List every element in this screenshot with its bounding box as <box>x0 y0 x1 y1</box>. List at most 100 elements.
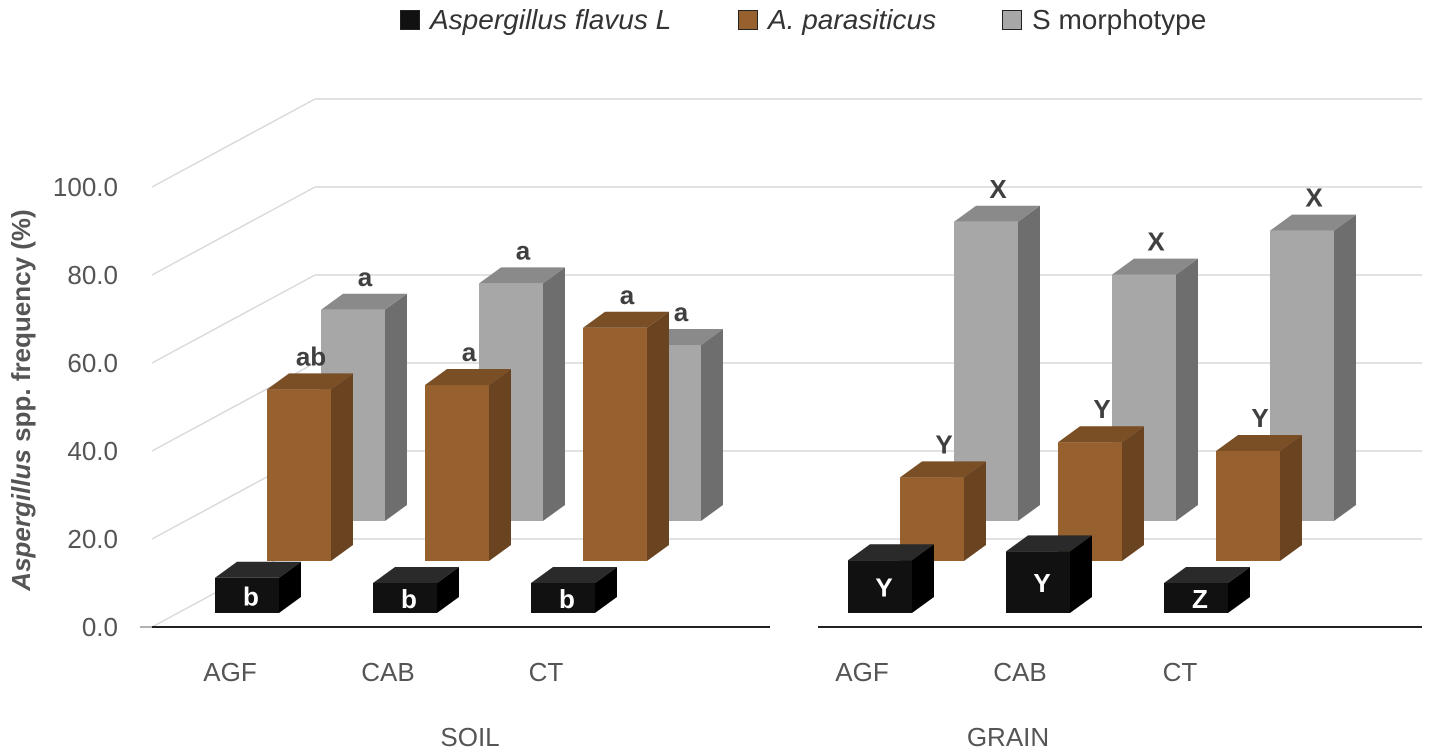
bar-soil-ct-flavus-side <box>595 567 617 613</box>
bar-grain-ct-flavus-front <box>1164 583 1228 613</box>
y-axis-label-rest: spp. frequency (%) <box>6 209 36 449</box>
legend-item-parasiticus: A. parasiticus <box>738 4 936 36</box>
bar-soil-cab-smorph-side <box>543 267 565 521</box>
data-label: a <box>674 297 689 327</box>
legend-swatch-flavus <box>400 10 420 30</box>
gridline-diagonal <box>151 186 316 276</box>
bar-soil-cab-flavus-front <box>373 583 437 613</box>
bar-soil-agf-smorph-side <box>385 293 407 521</box>
y-axis-label: Aspergillus spp. frequency (%) <box>6 209 36 591</box>
legend-item-smorph: S morphotype <box>1002 4 1206 36</box>
x-tick-label: AGF <box>835 657 888 687</box>
y-tick-label: 40.0 <box>67 436 118 466</box>
bar-soil-agf-flavus <box>215 561 301 613</box>
legend-swatch-smorph <box>1002 10 1022 30</box>
bar-soil-ct-flavus-top <box>531 567 617 583</box>
bar-soil-ct-parasiticus-front <box>583 327 647 561</box>
bar-soil-ct-parasiticus-side <box>647 311 669 561</box>
bar-soil-cab-parasiticus-front <box>425 385 489 561</box>
y-tick-label: 20.0 <box>67 524 118 554</box>
data-label: X <box>1305 183 1323 213</box>
data-label: a <box>516 235 531 265</box>
bar-soil-cab-flavus-top <box>373 567 459 583</box>
legend-label-flavus: Aspergillus flavus L <box>430 4 672 35</box>
bar-grain-ct-flavus <box>1164 567 1250 613</box>
x-tick-label: CAB <box>993 657 1046 687</box>
bar-soil-cab-parasiticus-top <box>425 369 511 385</box>
data-label: Y <box>1033 568 1050 598</box>
y-tick-label: 80.0 <box>67 260 118 290</box>
data-label: Y <box>875 573 892 603</box>
bar-grain-ct-parasiticus-front <box>1216 451 1280 561</box>
data-label: a <box>462 337 477 367</box>
bar-grain-agf-flavus-top <box>848 544 934 561</box>
data-label: b <box>243 581 259 611</box>
y-tick-label: 0.0 <box>82 612 118 642</box>
bar-soil-ct-parasiticus <box>583 311 669 561</box>
bar-soil-cab-parasiticus <box>425 369 511 561</box>
data-label: a <box>620 280 635 310</box>
bar-grain-ct-smorph-side <box>1334 214 1356 521</box>
gridline-diagonal <box>151 98 316 188</box>
bar-grain-ct-flavus-side <box>1228 567 1250 613</box>
bar-grain-cab-flavus-side <box>1070 535 1092 613</box>
bar-soil-ct-parasiticus-top <box>583 311 669 328</box>
data-label: Y <box>935 429 952 459</box>
x-tick-label: CAB <box>361 657 414 687</box>
bar-soil-cab-flavus-side <box>437 567 459 613</box>
bar-grain-ct-parasiticus <box>1216 435 1302 561</box>
bar-grain-agf-smorph-top <box>954 205 1040 222</box>
x-tick-label: AGF <box>203 657 256 687</box>
legend-label-smorph: S morphotype <box>1032 4 1207 35</box>
bar-grain-agf-flavus-side <box>912 544 934 613</box>
data-label: Y <box>1251 403 1268 433</box>
legend: Aspergillus flavus L A. parasiticus S mo… <box>0 0 1430 40</box>
bar-grain-cab-smorph-side <box>1176 258 1198 521</box>
y-axis-label-genus: Aspergillus <box>6 449 36 592</box>
bar-soil-agf-parasiticus <box>267 373 353 561</box>
data-label: X <box>1147 227 1165 257</box>
bar-grain-agf-parasiticus-side <box>964 461 986 561</box>
legend-item-flavus: Aspergillus flavus L <box>400 4 671 36</box>
bar-soil-cab-smorph-top <box>479 267 565 284</box>
group-label: SOIL <box>440 722 499 752</box>
bar-grain-agf-flavus <box>848 544 934 613</box>
data-label: ab <box>296 341 326 371</box>
bar-grain-ct-smorph <box>1270 214 1356 521</box>
x-tick-label: CT <box>1163 657 1198 687</box>
bar-soil-cab-flavus <box>373 567 459 613</box>
bar-grain-cab-smorph-top <box>1112 258 1198 275</box>
x-tick-label: CT <box>529 657 564 687</box>
bar-grain-ct-parasiticus-side <box>1280 435 1302 561</box>
group-label: GRAIN <box>967 722 1049 752</box>
bar-grain-agf-smorph-side <box>1018 205 1040 522</box>
bar-soil-agf-parasiticus-side <box>331 373 353 561</box>
y-tick-label: 100.0 <box>53 172 118 202</box>
bar-grain-agf-parasiticus-top <box>900 461 986 478</box>
gridline-diagonal <box>151 274 316 364</box>
legend-swatch-parasiticus <box>738 10 758 30</box>
bar-grain-cab-parasiticus-top <box>1058 426 1144 443</box>
bar-soil-agf-flavus-side <box>279 561 301 613</box>
data-label: a <box>358 262 373 292</box>
axes: 0.0 20.0 40.0 60.0 80.0 100.0 AGF CAB CT SOIL AGF C… <box>53 172 1422 752</box>
data-label: b <box>401 584 417 614</box>
bar-soil-agf-smorph-top <box>321 293 407 310</box>
bar-soil-ct-flavus-front <box>531 583 595 613</box>
bar-grain-ct-parasiticus-top <box>1216 435 1302 451</box>
bar-grain-cab-parasiticus-side <box>1122 426 1144 561</box>
bar-grain-ct-flavus-top <box>1164 567 1250 583</box>
bar-grain-cab-flavus-top <box>1006 535 1092 552</box>
bar-soil-agf-parasiticus-top <box>267 373 353 390</box>
legend-label-parasiticus: A. parasiticus <box>768 4 937 35</box>
bar-soil-agf-parasiticus-front <box>267 389 331 561</box>
bar-grain-agf-flavus-front <box>848 560 912 613</box>
bar-grain-cab-flavus <box>1006 535 1092 613</box>
y-tick-label: 60.0 <box>67 348 118 378</box>
bar-grain-ct-smorph-top <box>1270 214 1356 231</box>
bar-soil-ct-flavus <box>531 567 617 613</box>
bar-soil-cab-parasiticus-side <box>489 369 511 561</box>
bar-soil-agf-flavus-top <box>215 561 301 578</box>
